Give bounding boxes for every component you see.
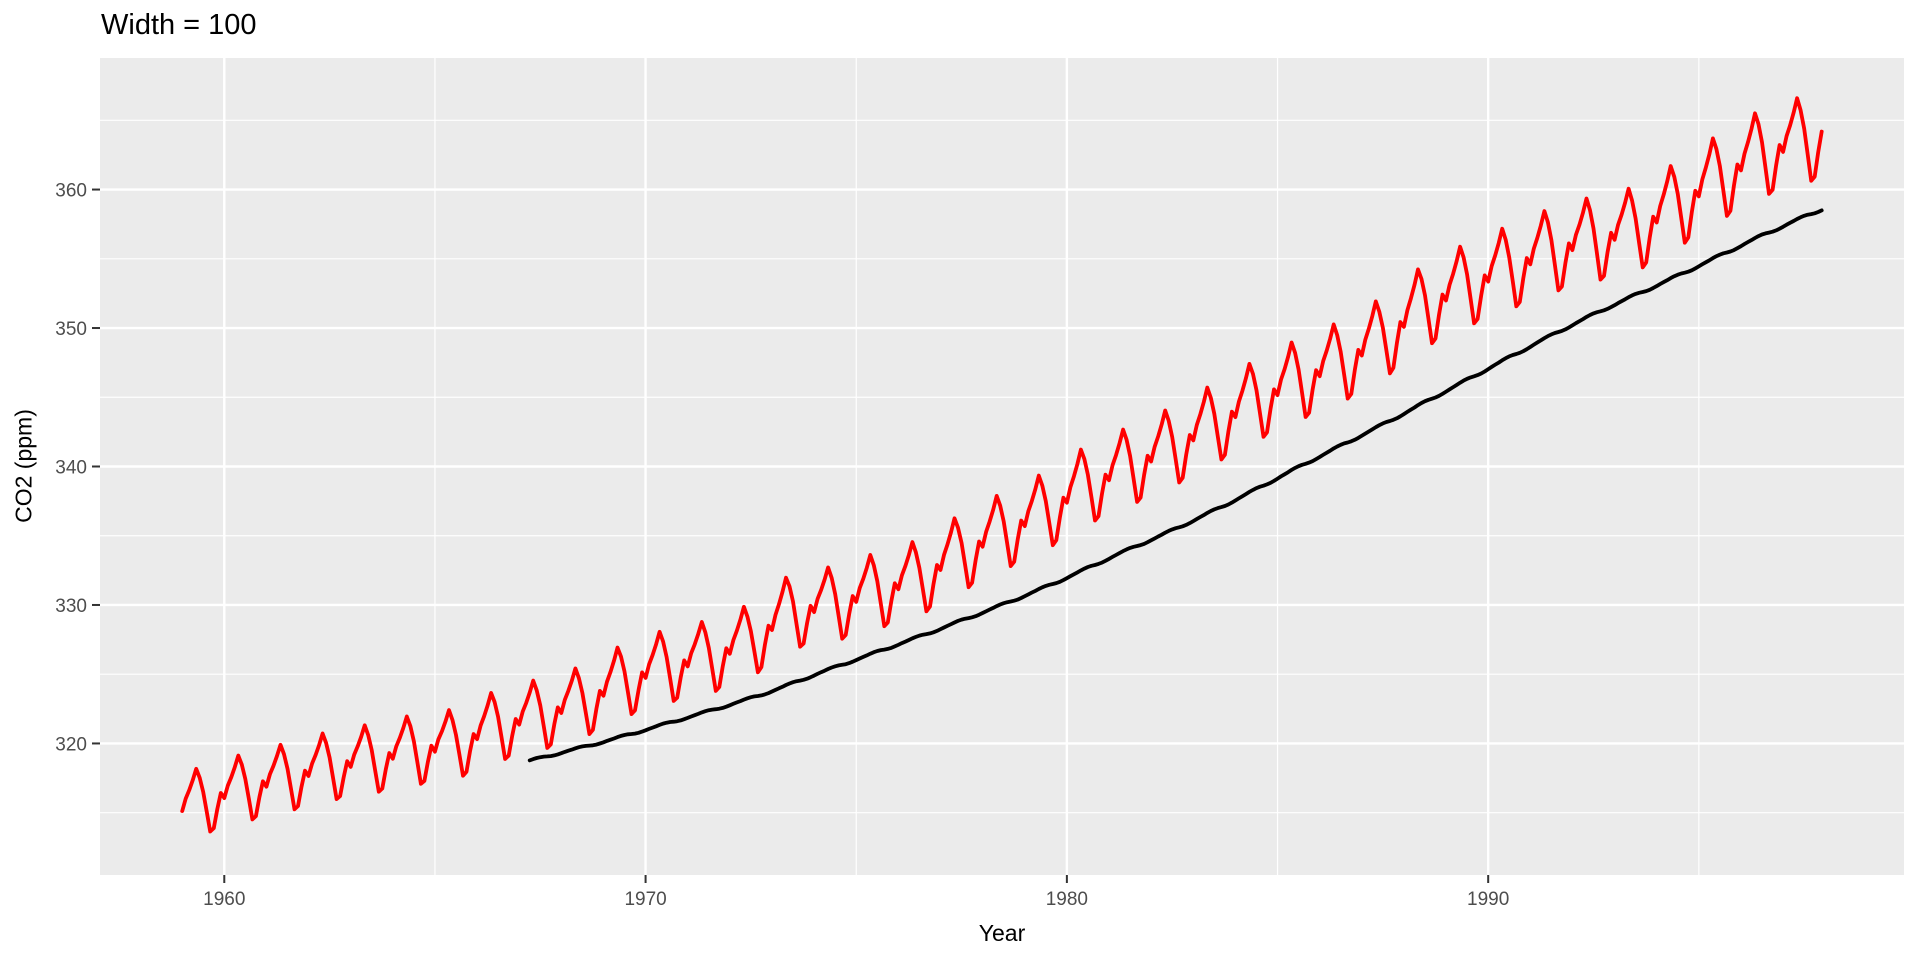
co2-monthly-line: [180, 96, 1824, 834]
y-tick-label: 330: [55, 596, 87, 617]
plot-title: Width = 100: [101, 9, 257, 41]
x-tick-label: 1960: [203, 889, 245, 910]
y-tick-label: 340: [55, 458, 87, 479]
x-tick-label: 1970: [624, 889, 666, 910]
rolling-mean-line: [527, 208, 1824, 763]
x-axis-title: Year: [978, 920, 1026, 946]
y-tick-label: 360: [55, 181, 87, 202]
x-tick-label: 1990: [1467, 889, 1509, 910]
y-axis-title: CO2 (ppm): [10, 409, 37, 523]
y-tick-label: 320: [55, 734, 87, 755]
y-tick-label: 350: [55, 319, 87, 340]
x-tick-label: 1980: [1046, 889, 1088, 910]
